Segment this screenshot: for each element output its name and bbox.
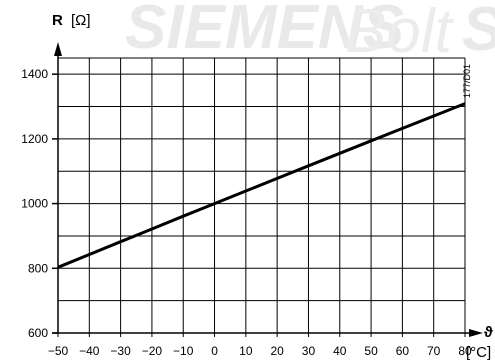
y-tick-label: 600 xyxy=(28,326,48,340)
x-tick-label: −40 xyxy=(79,344,100,358)
x-tick-label: 40 xyxy=(333,344,347,358)
series-layer xyxy=(57,102,466,269)
x-tick-label: 30 xyxy=(302,344,316,358)
x-tick-labels: −50 −40 −30 −20 −10 0 10 20 30 40 50 60 70 80 xyxy=(48,344,472,358)
y-tick-label: 1200 xyxy=(21,132,48,146)
x-tick-label: −30 xyxy=(110,344,131,358)
y-tick-label: 1400 xyxy=(21,67,48,81)
x-axis-arrow xyxy=(469,329,483,337)
axes xyxy=(52,42,483,337)
y-tick-label: 1000 xyxy=(21,197,48,211)
x-tick-label: 80 xyxy=(458,344,472,358)
y-tick-label: 800 xyxy=(28,261,48,275)
x-tick-label: 60 xyxy=(396,344,410,358)
grid xyxy=(52,57,466,337)
watermark-word: Bolt xyxy=(345,0,455,66)
watermark: SIEMENS Bolt S xyxy=(125,0,495,66)
x-tick-label: −10 xyxy=(173,344,194,358)
y-tick-labels: 600 800 1000 1200 1400 xyxy=(21,67,48,340)
doc-code: 177/D01 xyxy=(462,64,472,98)
y-axis-unit: [Ω] xyxy=(71,12,91,29)
x-tick-label: 70 xyxy=(427,344,441,358)
x-tick-label: 10 xyxy=(239,344,253,358)
x-axis-unit: [°C] xyxy=(466,344,491,361)
watermark-brand: SIEMENS xyxy=(125,0,404,62)
y-axis-arrow xyxy=(54,42,62,56)
x-tick-label: −50 xyxy=(48,344,69,358)
x-tick-label: 20 xyxy=(270,344,284,358)
x-tick-label: 0 xyxy=(211,344,218,358)
x-axis-symbol: ϑ xyxy=(484,324,493,341)
y-axis-label: R [Ω] xyxy=(52,12,91,29)
watermark-tail: S xyxy=(462,0,495,64)
x-tick-label: 50 xyxy=(364,344,378,358)
series-line xyxy=(57,102,466,269)
x-tick-label: −20 xyxy=(142,344,163,358)
y-axis-symbol: R xyxy=(52,12,63,29)
